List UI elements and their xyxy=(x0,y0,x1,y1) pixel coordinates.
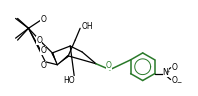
Text: N: N xyxy=(163,68,168,77)
Polygon shape xyxy=(51,53,57,65)
Text: −: − xyxy=(176,79,181,84)
Text: O: O xyxy=(40,61,46,70)
Text: O: O xyxy=(36,36,42,45)
Text: O: O xyxy=(40,46,46,55)
Text: +: + xyxy=(166,69,170,74)
Text: O: O xyxy=(172,63,178,72)
Text: O: O xyxy=(172,76,178,85)
Text: O: O xyxy=(106,61,112,70)
Text: OH: OH xyxy=(81,22,93,31)
Text: O: O xyxy=(40,15,46,24)
Polygon shape xyxy=(57,55,69,65)
Text: HO: HO xyxy=(63,76,75,85)
